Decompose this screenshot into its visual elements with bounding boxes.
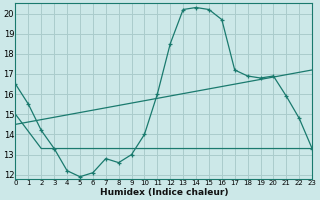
X-axis label: Humidex (Indice chaleur): Humidex (Indice chaleur) bbox=[100, 188, 228, 197]
